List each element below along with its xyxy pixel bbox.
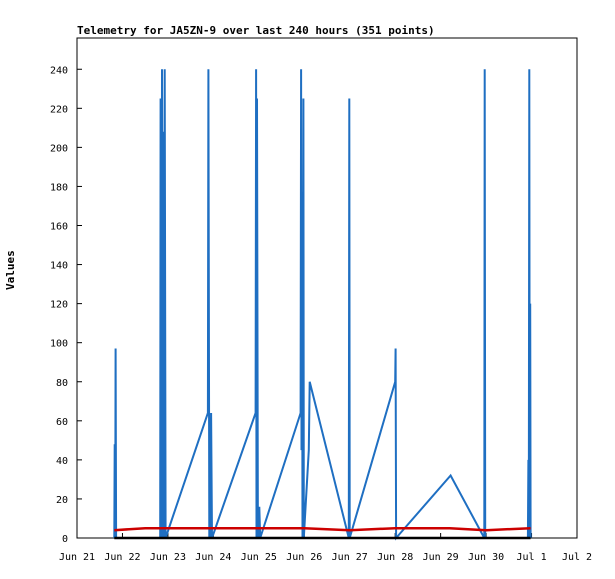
y-tick-label: 60 bbox=[56, 417, 68, 428]
x-tick-label: Jul 1 bbox=[516, 552, 546, 563]
y-tick-label: 140 bbox=[50, 261, 68, 272]
series-line-1 bbox=[114, 526, 531, 532]
x-tick-label: Jul 2 bbox=[562, 552, 592, 563]
series-line-0 bbox=[113, 69, 532, 541]
y-tick-label: 40 bbox=[56, 456, 68, 467]
x-tick-label: Jun 30 bbox=[468, 552, 504, 563]
x-tick-label: Jun 25 bbox=[241, 552, 277, 563]
y-tick-label: 100 bbox=[50, 339, 68, 350]
y-tick-label: 160 bbox=[50, 222, 68, 233]
y-tick-label: 80 bbox=[56, 378, 68, 389]
x-tick-label: Jun 28 bbox=[377, 552, 413, 563]
x-tick-label: Jun 29 bbox=[423, 552, 459, 563]
x-tick-label: Jun 21 bbox=[59, 552, 95, 563]
y-tick-label: 180 bbox=[50, 182, 68, 193]
y-tick-label: 220 bbox=[50, 104, 68, 115]
chart-title: Telemetry for JA5ZN-9 over last 240 hour… bbox=[77, 24, 435, 37]
x-tick-label: Jun 23 bbox=[150, 552, 186, 563]
y-tick-label: 240 bbox=[50, 65, 68, 76]
series-layer bbox=[113, 69, 532, 541]
y-tick-label: 200 bbox=[50, 143, 68, 154]
plot-frame bbox=[76, 37, 578, 539]
x-tick-label: Jun 22 bbox=[104, 552, 140, 563]
y-tick-label: 20 bbox=[56, 495, 68, 506]
x-tick-label: Jun 26 bbox=[286, 552, 322, 563]
x-tick-label: Jun 24 bbox=[195, 552, 231, 563]
y-tick-label: 0 bbox=[62, 534, 68, 545]
axes: 0 20 40 60 80 100 120 140 160 180 200 220 240 Jun 21 J… bbox=[50, 37, 592, 563]
x-tick-label: Jun 27 bbox=[332, 552, 368, 563]
y-tick-label: 120 bbox=[50, 300, 68, 311]
